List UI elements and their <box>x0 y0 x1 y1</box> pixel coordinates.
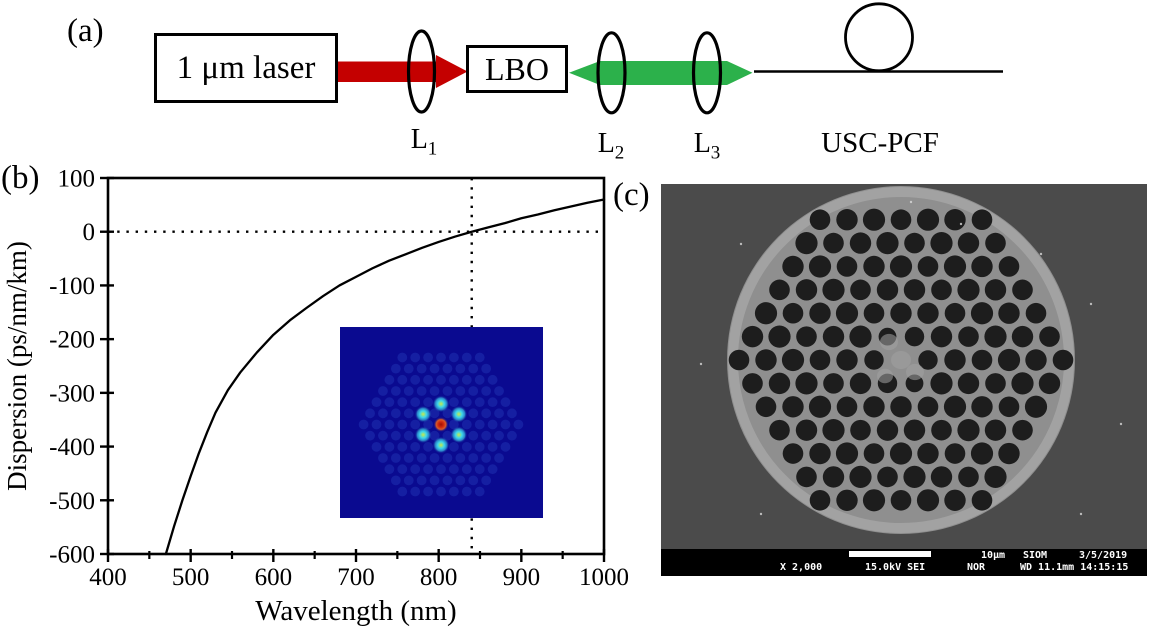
y-tick-label: -300 <box>49 380 95 407</box>
optical-setup-diagram <box>336 2 1003 115</box>
sem-info-bar: 10μm SIOM 3/5/2019 X 2,000 15.0kV SEI NO… <box>661 549 1147 576</box>
x-tick-label: 1000 <box>579 564 629 591</box>
sem-magnification: X 2,000 <box>780 562 823 573</box>
lens-l1-icon <box>406 29 437 114</box>
lens-l3-icon <box>691 31 723 115</box>
sem-scale-label: 10μm <box>981 550 1006 561</box>
sem-mode: NOR <box>967 562 986 573</box>
sem-scale-bar <box>849 551 931 557</box>
air-hole-lattice <box>728 208 1074 512</box>
speckles <box>699 200 1123 516</box>
y-tick-label: -600 <box>49 542 95 569</box>
mode-field-center <box>433 416 449 433</box>
fiber-label: USC-PCF <box>821 127 939 159</box>
red-beam-arrow <box>336 55 468 88</box>
y-tick-label: -500 <box>49 488 95 515</box>
x-tick-label: 600 <box>255 564 293 591</box>
y-tick-label: 100 <box>58 166 96 193</box>
lbo-crystal-box: LBO <box>466 45 568 93</box>
sem-wd-time: WD 11.1mm 14:15:15 <box>1020 562 1129 573</box>
core-silica-patches <box>877 333 924 384</box>
panel-c-label: (c) <box>613 177 650 213</box>
lbo-box-label: LBO <box>485 50 549 87</box>
fiber-coil-icon <box>844 2 914 73</box>
x-tick-label: 800 <box>420 564 458 591</box>
mode-profile-image <box>340 327 543 518</box>
sem-image: 10μm SIOM 3/5/2019 X 2,000 15.0kV SEI NO… <box>661 184 1147 576</box>
x-tick-label: 500 <box>172 564 210 591</box>
lens-l3-label: L3 <box>693 128 721 164</box>
green-beam-arrow <box>569 61 753 85</box>
laser-box-label: 1 μm laser <box>176 49 316 86</box>
sem-voltage-detector: 15.0kV SEI <box>865 562 926 573</box>
mode-profile-inset <box>340 327 543 518</box>
lens-l2-label: L2 <box>597 128 625 164</box>
dispersion-curve <box>164 198 606 556</box>
x-axis-title: Wavelength (nm) <box>255 595 456 627</box>
lens-l1-label: L1 <box>410 124 438 160</box>
laser-box: 1 μm laser <box>154 33 338 103</box>
lens-l2-icon <box>596 31 627 115</box>
y-tick-label: -100 <box>49 273 95 300</box>
mode-field-lobes <box>414 395 468 454</box>
y-axis-title: Dispersion (ps/nm/km) <box>2 241 32 491</box>
x-tick-label: 400 <box>89 564 127 591</box>
inset-hole-lattice <box>358 352 524 497</box>
y-tick-label: -400 <box>49 434 95 461</box>
y-tick-label: -200 <box>49 327 95 354</box>
y-tick-label: 0 <box>83 219 96 246</box>
dispersion-chart: 400 500 600 700 800 900 10001000-100-200-300-4… <box>2 166 629 628</box>
sem-fiber-cross-section <box>661 184 1147 576</box>
x-tick-label: 700 <box>337 564 375 591</box>
panel-b-label: (b) <box>1 160 40 196</box>
sem-date: 3/5/2019 <box>1079 550 1128 561</box>
x-tick-label: 900 <box>503 564 541 591</box>
panel-a-label: (a) <box>67 13 104 49</box>
sem-lab-label: SIOM <box>1023 550 1048 561</box>
